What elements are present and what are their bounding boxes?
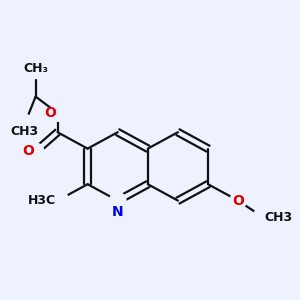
Text: CH₃: CH₃: [23, 62, 48, 75]
Text: O: O: [44, 106, 56, 120]
Text: O: O: [22, 144, 34, 158]
Text: H3C: H3C: [28, 194, 56, 207]
Circle shape: [15, 114, 34, 134]
Circle shape: [46, 190, 68, 211]
Text: N: N: [112, 205, 124, 219]
Text: CH3: CH3: [264, 211, 292, 224]
Circle shape: [27, 143, 44, 160]
Text: CH3: CH3: [11, 125, 39, 138]
Text: O: O: [232, 194, 244, 208]
Circle shape: [49, 105, 66, 121]
Circle shape: [230, 192, 246, 209]
Circle shape: [253, 208, 272, 226]
Circle shape: [110, 192, 126, 209]
